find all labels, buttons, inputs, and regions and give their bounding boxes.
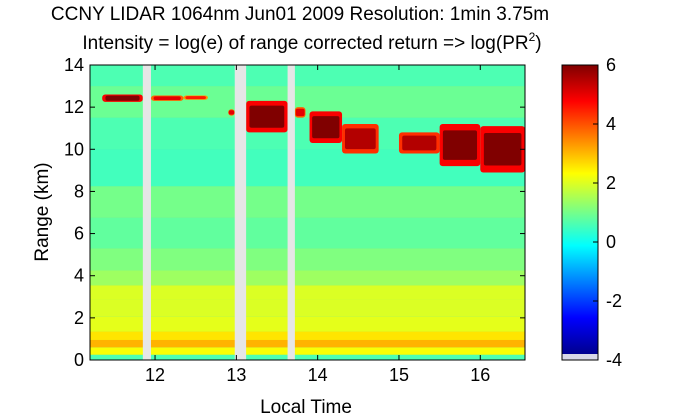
subtitle-suffix: )	[535, 33, 541, 54]
data-gap	[234, 65, 247, 360]
cloud-feature	[228, 110, 235, 115]
profile-band	[90, 331, 525, 340]
profile-band	[90, 270, 525, 286]
x-axis: 12 13 14 15 16	[145, 65, 490, 385]
cloud-feature	[153, 96, 181, 101]
profile-band	[90, 248, 525, 271]
profile-band	[90, 347, 525, 355]
colorbar-frame	[561, 64, 599, 361]
colorbar-tick-label: 6	[606, 55, 616, 75]
y-tick-label: 14	[64, 55, 84, 75]
x-tick-label: 12	[145, 365, 165, 385]
cloud-feature	[344, 128, 376, 150]
cloud-feature	[442, 130, 478, 160]
colorbar-ticks: -4 -2 0 2 4 6	[593, 55, 622, 370]
profile-band	[90, 285, 525, 300]
cloud-feature	[295, 108, 305, 117]
cloud-feature	[483, 133, 522, 166]
colorbar-tick-label: 2	[606, 173, 616, 193]
y-axis-label: Range (km)	[32, 162, 53, 261]
x-tick-label: 16	[470, 365, 490, 385]
cloud-feature	[249, 105, 285, 128]
y-tick-label: 8	[74, 181, 84, 201]
plot-area	[89, 64, 526, 361]
subtitle-superscript: 2	[529, 30, 536, 44]
plot-frame	[89, 64, 526, 361]
cloud-feature	[105, 95, 140, 101]
y-axis: 0 2 4 6 8 10 12 14	[64, 55, 525, 370]
colorbar-bottom-band	[562, 354, 598, 360]
colorbar-tick-label: -2	[606, 291, 622, 311]
x-axis-label: Local Time	[260, 397, 352, 418]
heatmap-layer	[90, 65, 525, 360]
x-tick-label: 14	[308, 365, 328, 385]
profile-band	[90, 65, 525, 87]
y-tick-label: 10	[64, 139, 84, 159]
x-tick-label: 13	[226, 365, 246, 385]
profile-band	[90, 316, 525, 332]
profile-band	[90, 217, 525, 249]
profile-band	[90, 186, 525, 218]
y-tick-label: 2	[74, 308, 84, 328]
subtitle-main: Intensity = log(e) of range corrected re…	[82, 33, 528, 54]
x-tick-label: 15	[389, 365, 409, 385]
profile-band	[90, 354, 525, 360]
colorbar: -4 -2 0 2 4 6	[561, 55, 622, 370]
y-tick-label: 4	[74, 266, 84, 286]
profile-band	[90, 339, 525, 348]
cloud-feature	[185, 96, 206, 100]
y-tick-label: 0	[74, 350, 84, 370]
y-tick-label: 12	[64, 97, 84, 117]
y-tick-label: 6	[74, 224, 84, 244]
data-gap	[142, 65, 151, 360]
colorbar-tick-label: 0	[606, 232, 616, 252]
profile-band	[90, 299, 525, 317]
colorbar-tick-label: 4	[606, 114, 616, 134]
colorbar-tick-label: -4	[606, 350, 622, 370]
colorbar-gradient	[562, 65, 598, 354]
data-gap	[287, 65, 295, 360]
cloud-feature	[312, 116, 340, 139]
chart-subtitle: Intensity = log(e) of range corrected re…	[82, 30, 541, 54]
profile-band	[90, 86, 525, 118]
cloud-feature	[402, 135, 437, 151]
chart-title: CCNY LIDAR 1064nm Jun01 2009 Resolution:…	[51, 4, 549, 25]
